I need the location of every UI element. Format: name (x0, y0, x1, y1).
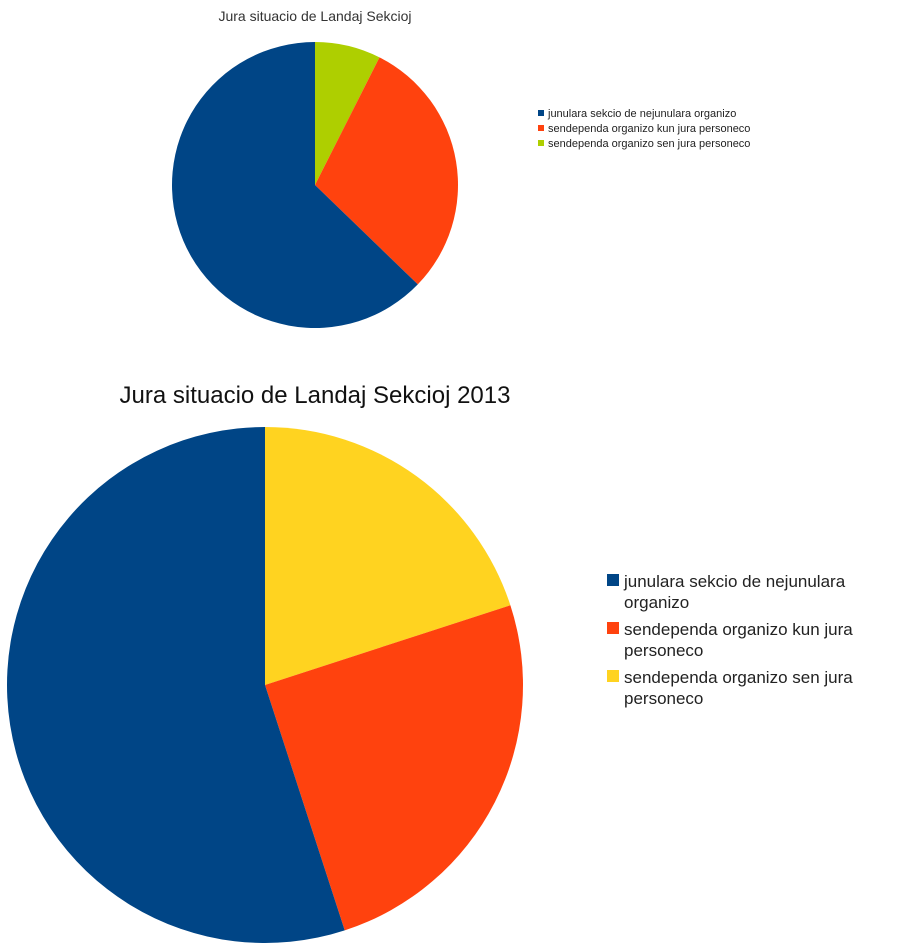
legend-label: junulara sekcio de nejunulara organizo (624, 572, 846, 612)
chart-title: Jura situacio de Landaj Sekcioj 2013 (119, 382, 511, 409)
legend-item: junulara sekcio de nejunulara organizo (607, 571, 912, 613)
legend-swatch (607, 670, 619, 682)
legend-swatch (538, 140, 544, 146)
legend-swatch (607, 574, 619, 586)
pie-plot (6, 427, 523, 943)
pie-slice-junulara-sekcio-de-nejunulara-organizo (6, 427, 345, 943)
legend-item: junulara sekcio de nejunulara organizo (538, 108, 758, 120)
legend: junulara sekcio de nejunulara organizo s… (607, 571, 912, 715)
pie-slice-junulara-sekcio-de-nejunulara-organizo (172, 42, 418, 328)
pie-slice-sendependa-organizo-kun-jura-personeco (265, 605, 523, 931)
legend: junulara sekcio de nejunulara organizo s… (538, 108, 758, 153)
pie-slice-sendependa-organizo-sen-jura-personeco (315, 42, 380, 185)
legend-swatch (538, 110, 544, 116)
legend-label: sendependa organizo kun jura personeco (548, 123, 751, 135)
legend-item: sendependa organizo kun jura personeco (607, 619, 912, 661)
pie-chart-1: Jura situacio de Landaj Sekcioj junulara… (0, 0, 918, 340)
pie-slice-sendependa-organizo-kun-jura-personeco (315, 57, 458, 285)
pie-plot (172, 42, 458, 328)
legend-item: sendependa organizo kun jura personeco (538, 123, 758, 135)
legend-label: sendependa organizo sen jura personeco (548, 138, 751, 150)
legend-item: sendependa organizo sen jura personeco (607, 667, 912, 709)
chart-title: Jura situacio de Landaj Sekcioj (218, 8, 412, 24)
legend-label: sendependa organizo sen jura personeco (624, 668, 853, 708)
legend-swatch (538, 125, 544, 131)
pie-slice-sendependa-organizo-sen-jura-personeco (265, 427, 511, 685)
legend-item: sendependa organizo sen jura personeco (538, 138, 758, 150)
pie-chart-2: Jura situacio de Landaj Sekcioj 2013 jun… (0, 370, 918, 943)
legend-label: sendependa organizo kun jura personeco (624, 620, 853, 660)
legend-label: junulara sekcio de nejunulara organizo (548, 108, 737, 120)
legend-swatch (607, 622, 619, 634)
